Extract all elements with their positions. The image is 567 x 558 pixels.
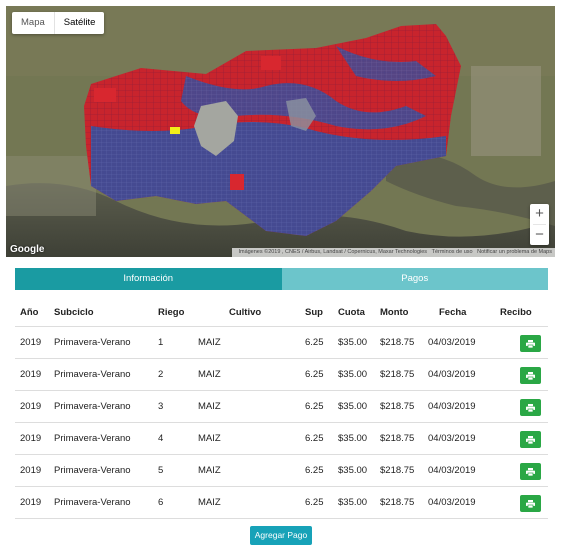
print-icon — [526, 435, 535, 444]
cell-sup: 6.25 — [305, 337, 324, 348]
table-row: 2019 Primavera-Verano 3 MAIZ 6.25 $35.00… — [15, 391, 548, 423]
satellite-view-button[interactable]: Satélite — [53, 12, 105, 34]
table-row: 2019 Primavera-Verano 6 MAIZ 6.25 $35.00… — [15, 487, 548, 519]
cell-subciclo: Primavera-Verano — [54, 401, 131, 412]
print-receipt-button[interactable] — [520, 463, 541, 480]
add-payment-button[interactable]: Agregar Pago — [250, 526, 312, 545]
cell-cuota: $35.00 — [338, 465, 368, 476]
cell-anio: 2019 — [20, 401, 42, 412]
tab-bar: Información Pagos — [15, 268, 548, 290]
zoom-divider — [533, 224, 546, 225]
cell-riego: 5 — [158, 465, 164, 476]
map-attribution: Imágenes ©2019 , CNES / Airbus, Landsat … — [232, 248, 555, 257]
header-sup: Sup — [305, 307, 323, 318]
table-row: 2019 Primavera-Verano 1 MAIZ 6.25 $35.00… — [15, 327, 548, 359]
zoom-out-button[interactable]: − — [535, 226, 544, 243]
cell-fecha: 04/03/2019 — [428, 401, 476, 412]
cell-cuota: $35.00 — [338, 433, 368, 444]
zoom-in-button[interactable]: + — [535, 205, 544, 222]
cell-riego: 1 — [158, 337, 164, 348]
cell-sup: 6.25 — [305, 465, 324, 476]
header-cultivo: Cultivo — [229, 307, 262, 318]
table-row: 2019 Primavera-Verano 4 MAIZ 6.25 $35.00… — [15, 423, 548, 455]
cell-subciclo: Primavera-Verano — [54, 433, 131, 444]
selected-parcel — [170, 127, 180, 134]
cell-anio: 2019 — [20, 497, 42, 508]
irrigation-table: Año Subciclo Riego Cultivo Sup Cuota Mon… — [15, 298, 548, 519]
cell-fecha: 04/03/2019 — [428, 369, 476, 380]
cell-riego: 4 — [158, 433, 164, 444]
cell-fecha: 04/03/2019 — [428, 337, 476, 348]
map-view-button[interactable]: Mapa — [21, 17, 45, 28]
print-receipt-button[interactable] — [520, 399, 541, 416]
header-recibo: Recibo — [500, 307, 532, 318]
cell-monto: $218.75 — [380, 401, 415, 412]
cell-fecha: 04/03/2019 — [428, 497, 476, 508]
report-problem-link[interactable]: Notificar un problema de Maps — [477, 249, 552, 255]
cell-monto: $218.75 — [380, 337, 415, 348]
cell-cuota: $35.00 — [338, 369, 368, 380]
cell-anio: 2019 — [20, 337, 42, 348]
print-receipt-button[interactable] — [520, 431, 541, 448]
cell-sup: 6.25 — [305, 433, 324, 444]
cell-sup: 6.25 — [305, 369, 324, 380]
print-receipt-button[interactable] — [520, 335, 541, 352]
cell-cultivo: MAIZ — [198, 465, 221, 476]
cell-cultivo: MAIZ — [198, 497, 221, 508]
cell-cultivo: MAIZ — [198, 433, 221, 444]
cell-anio: 2019 — [20, 369, 42, 380]
cell-subciclo: Primavera-Verano — [54, 337, 131, 348]
cell-cuota: $35.00 — [338, 497, 368, 508]
print-icon — [526, 499, 535, 508]
print-icon — [526, 403, 535, 412]
print-receipt-button[interactable] — [520, 367, 541, 384]
table-header: Año Subciclo Riego Cultivo Sup Cuota Mon… — [15, 298, 548, 327]
print-receipt-button[interactable] — [520, 495, 541, 512]
map-type-control: Mapa Satélite — [12, 12, 105, 34]
print-icon — [526, 339, 535, 348]
print-icon — [526, 371, 535, 380]
header-riego: Riego — [158, 307, 185, 318]
cell-cultivo: MAIZ — [198, 337, 221, 348]
cell-riego: 3 — [158, 401, 164, 412]
header-fecha: Fecha — [439, 307, 467, 318]
cell-riego: 6 — [158, 497, 164, 508]
cell-fecha: 04/03/2019 — [428, 465, 476, 476]
cell-riego: 2 — [158, 369, 164, 380]
table-row: 2019 Primavera-Verano 2 MAIZ 6.25 $35.00… — [15, 359, 548, 391]
cell-monto: $218.75 — [380, 369, 415, 380]
cell-cuota: $35.00 — [338, 401, 368, 412]
tab-pagos[interactable]: Pagos — [281, 268, 548, 290]
terms-link[interactable]: Términos de uso — [431, 249, 473, 255]
header-monto: Monto — [380, 307, 409, 318]
satellite-map[interactable]: Mapa Satélite + − Google Imágenes ©2019 … — [6, 6, 555, 257]
map-imagery — [6, 6, 555, 257]
cell-subciclo: Primavera-Verano — [54, 497, 131, 508]
cell-monto: $218.75 — [380, 465, 415, 476]
cell-monto: $218.75 — [380, 433, 415, 444]
header-cuota: Cuota — [338, 307, 365, 318]
header-anio: Año — [20, 307, 39, 318]
cell-subciclo: Primavera-Verano — [54, 465, 131, 476]
print-icon — [526, 467, 535, 476]
cell-cuota: $35.00 — [338, 337, 368, 348]
cell-anio: 2019 — [20, 465, 42, 476]
attribution-data: Imágenes ©2019 , CNES / Airbus, Landsat … — [238, 249, 428, 255]
cell-sup: 6.25 — [305, 401, 324, 412]
google-logo: Google — [10, 244, 45, 255]
table-row: 2019 Primavera-Verano 5 MAIZ 6.25 $35.00… — [15, 455, 548, 487]
header-subciclo: Subciclo — [54, 307, 94, 318]
cell-cultivo: MAIZ — [198, 401, 221, 412]
cell-anio: 2019 — [20, 433, 42, 444]
cell-cultivo: MAIZ — [198, 369, 221, 380]
cell-monto: $218.75 — [380, 497, 415, 508]
cell-subciclo: Primavera-Verano — [54, 369, 131, 380]
tab-informacion[interactable]: Información — [15, 268, 282, 290]
zoom-control: + − — [530, 204, 549, 245]
cell-sup: 6.25 — [305, 497, 324, 508]
cell-fecha: 04/03/2019 — [428, 433, 476, 444]
